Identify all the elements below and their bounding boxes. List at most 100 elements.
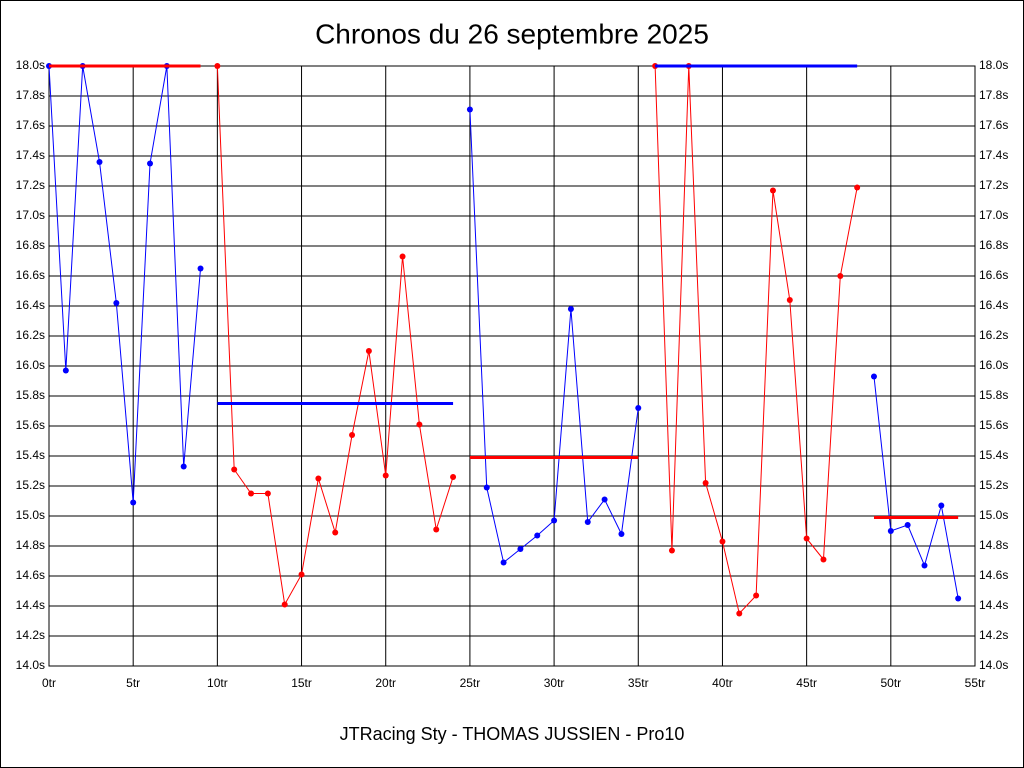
x-tick-label: 0tr <box>42 676 56 690</box>
data-point <box>584 519 591 525</box>
data-point <box>298 571 305 578</box>
data-point <box>382 472 389 479</box>
data-point <box>483 484 490 491</box>
data-point <box>332 529 339 536</box>
data-point <box>248 490 255 497</box>
data-point <box>567 306 574 312</box>
data-point <box>803 535 810 542</box>
data-point <box>870 373 877 380</box>
x-tick-label: 55tr <box>965 676 986 690</box>
data-point <box>281 601 288 608</box>
y2-tick-label: 16.6s <box>979 268 1008 282</box>
x-tick-label: 25tr <box>460 676 481 690</box>
data-point <box>433 526 440 533</box>
x-axis-label: JTRacing Sty - THOMAS JUSSIEN - Pro10 <box>340 724 685 744</box>
data-point <box>601 496 608 503</box>
plot-border <box>48 65 976 667</box>
y-tick-label: 16.6s <box>16 268 45 282</box>
data-point <box>668 547 675 554</box>
x-tick-label: 5tr <box>126 676 140 690</box>
data-point <box>837 273 844 279</box>
data-point <box>113 300 120 306</box>
y2-tick-label: 17.2s <box>979 178 1008 192</box>
x-tick-label: 15tr <box>291 676 312 690</box>
y-tick-label: 14.6s <box>16 568 45 582</box>
data-point <box>887 528 894 534</box>
x-tick-label: 40tr <box>712 676 733 690</box>
y-tick-label: 15.2s <box>16 478 45 492</box>
data-point <box>753 592 760 599</box>
series-line <box>48 65 202 503</box>
y-tick-label: 17.8s <box>16 88 45 102</box>
data-point <box>416 421 423 428</box>
data-point <box>130 499 137 506</box>
series-line <box>873 376 959 599</box>
y2-tick-label: 16.8s <box>979 238 1008 252</box>
data-point <box>719 538 726 545</box>
y2-tick-label: 15.8s <box>979 388 1008 402</box>
data-point <box>786 297 793 303</box>
x-tick-label: 45tr <box>796 676 817 690</box>
data-point <box>500 559 507 566</box>
y2-tick-label: 16.0s <box>979 358 1008 372</box>
y-tick-label: 14.0s <box>16 658 45 672</box>
y-tick-label: 17.2s <box>16 178 45 192</box>
y2-tick-label: 16.4s <box>979 298 1008 312</box>
x-tick-label: 20tr <box>375 676 396 690</box>
y2-tick-label: 14.6s <box>979 568 1008 582</box>
y-tick-label: 14.8s <box>16 538 45 552</box>
data-point <box>702 480 709 486</box>
y-tick-label: 16.8s <box>16 238 45 252</box>
data-point <box>534 532 541 539</box>
y2-tick-label: 18.0s <box>979 58 1008 72</box>
data-point <box>214 63 221 69</box>
y2-tick-label: 17.0s <box>979 208 1008 222</box>
data-point <box>618 531 625 537</box>
y2-tick-label: 15.4s <box>979 448 1008 462</box>
x-tick-label: 30tr <box>544 676 565 690</box>
y-tick-label: 15.0s <box>16 508 45 522</box>
y2-tick-label: 14.8s <box>979 538 1008 552</box>
data-point <box>921 562 928 569</box>
x-tick-label: 35tr <box>628 676 649 690</box>
y2-tick-label: 15.2s <box>979 478 1008 492</box>
data-point <box>349 432 356 438</box>
data-point <box>635 405 642 411</box>
y2-tick-label: 14.2s <box>979 628 1008 642</box>
data-point <box>955 595 962 602</box>
data-point <box>854 184 861 191</box>
y-tick-label: 14.2s <box>16 628 45 642</box>
data-point <box>365 348 372 354</box>
y-tick-label: 16.2s <box>16 328 45 342</box>
data-point <box>197 265 204 272</box>
data-point <box>769 187 776 194</box>
y2-tick-label: 14.4s <box>979 598 1008 612</box>
chart-title: Chronos du 26 septembre 2025 <box>315 18 709 49</box>
y2-tick-label: 15.6s <box>979 418 1008 432</box>
data-point <box>938 502 945 509</box>
data-point <box>551 517 558 524</box>
data-point <box>96 159 103 165</box>
y2-tick-label: 15.0s <box>979 508 1008 522</box>
y2-tick-label: 17.8s <box>979 88 1008 102</box>
y-tick-label: 15.8s <box>16 388 45 402</box>
data-point <box>399 253 406 260</box>
y-tick-label: 15.4s <box>16 448 45 462</box>
y-tick-label: 16.4s <box>16 298 45 312</box>
data-point <box>264 490 271 497</box>
y-tick-label: 17.0s <box>16 208 45 222</box>
data-point <box>315 475 322 482</box>
data-point <box>820 556 827 563</box>
data-point <box>180 463 187 470</box>
x-tick-label: 10tr <box>207 676 228 690</box>
y2-tick-label: 17.4s <box>979 148 1008 162</box>
x-tick-label: 50tr <box>880 676 901 690</box>
data-point <box>466 106 473 113</box>
data-point <box>147 160 154 167</box>
y-tick-label: 18.0s <box>16 58 45 72</box>
data-point <box>736 610 743 617</box>
data-point <box>517 546 524 552</box>
y2-tick-label: 14.0s <box>979 658 1008 672</box>
